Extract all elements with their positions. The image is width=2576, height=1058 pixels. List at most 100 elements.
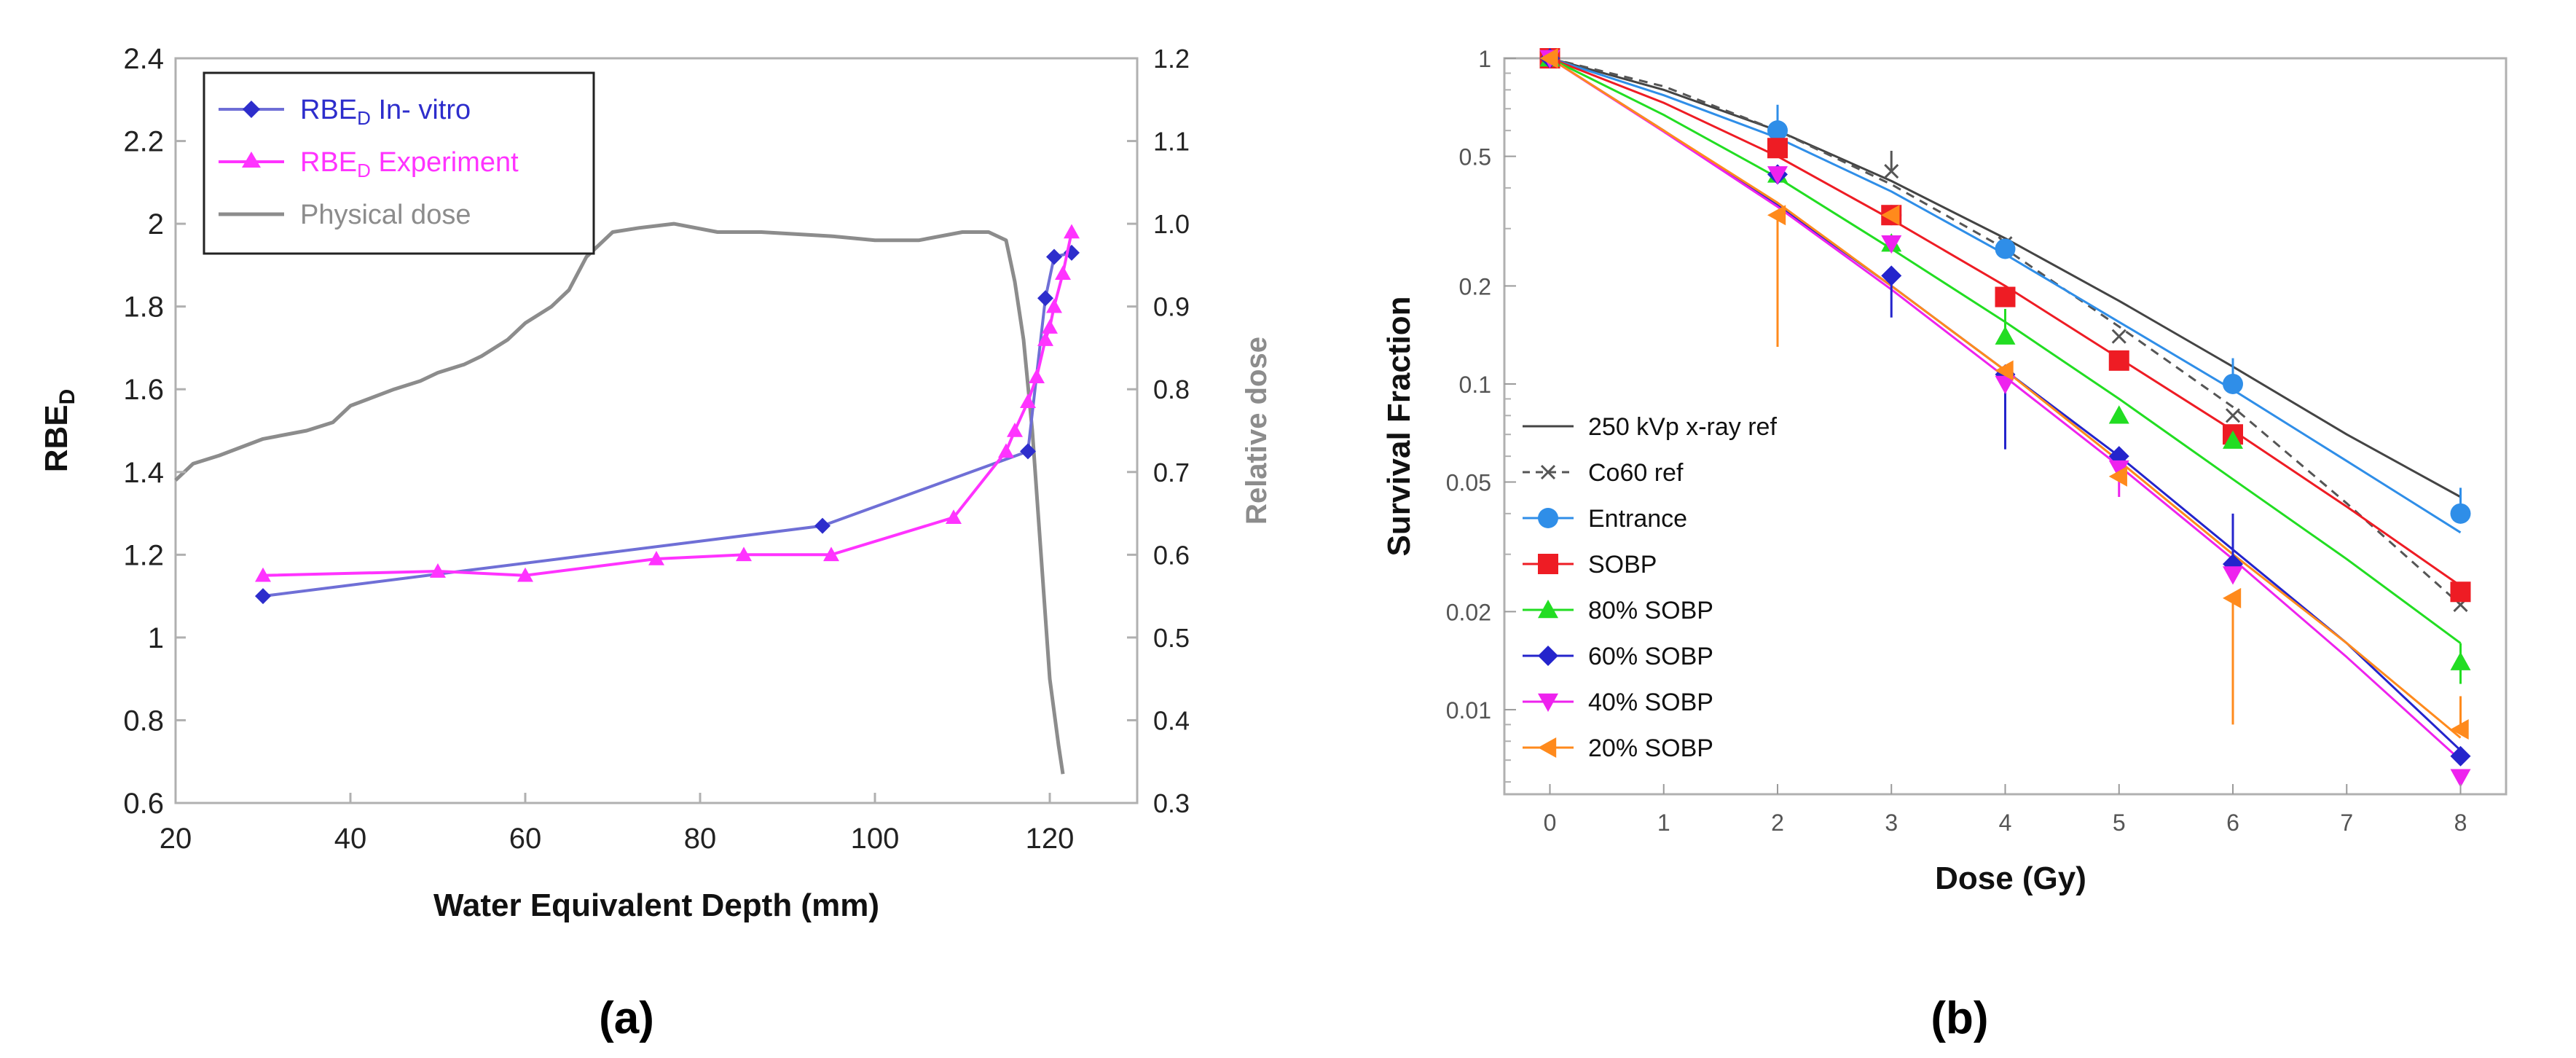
data-point-entrance [2450, 503, 2471, 524]
panel-a-y2-tick-label: 0.8 [1153, 375, 1190, 404]
data-point-p60 [2450, 745, 2471, 767]
panel-a-y2-tick-label: 1.1 [1153, 127, 1190, 157]
panel-b-legend: 250 kVp x-ray ref Co60 ref Entrance SOBP 80%… [1523, 413, 1777, 762]
panel-b-y-tick-label: 0.05 [1446, 470, 1491, 496]
legend-marker-p40 [1538, 693, 1558, 712]
panel-a-ylabel: RBED [39, 389, 79, 473]
panel-a-x-tick-label: 100 [851, 823, 900, 855]
legend-entry-physical: Physical dose [219, 200, 471, 230]
panel-a-y2-tick-label: 1.2 [1153, 44, 1190, 74]
data-point-experiment [1055, 265, 1071, 281]
data-point-experiment [1020, 393, 1036, 409]
legend-marker-p60 [1538, 646, 1558, 666]
panel-a-y-tick-label: 1.2 [123, 539, 164, 571]
data-point-experiment [736, 546, 752, 562]
data-point-sobp [1767, 138, 1788, 159]
panel-b-x-tick-label: 2 [1771, 810, 1784, 836]
panel-b-x-tick-label: 1 [1657, 810, 1670, 836]
panel-a-y-tick-label: 2.2 [123, 126, 164, 158]
data-point-p40 [2108, 460, 2129, 479]
panel-a-legend: RBED In- vitro RBED Experiment Physical … [203, 71, 595, 255]
legend-entry-p80: 80% SOBP [1523, 597, 1713, 624]
panel-a-y2-tick-label: 1.0 [1153, 209, 1190, 239]
data-point-experiment [648, 551, 664, 565]
legend-marker-sobp [1538, 554, 1558, 574]
panel-b-y-tick-label: 0.2 [1459, 273, 1491, 299]
panel-b-x-tick-label: 8 [2454, 810, 2467, 836]
data-point-experiment [1029, 369, 1045, 383]
panel-a-y-tick-label: 2 [148, 208, 164, 240]
data-point-co60 [1884, 163, 1899, 179]
panel-a-ylabel-sub: D [55, 389, 79, 405]
panel-a-chart: 20 40 60 80 100 120 0.6 0.8 1 1.2 1.4 1.6 1.8 2 2.2 2.… [39, 43, 1273, 1043]
legend-marker-entrance [1538, 508, 1558, 528]
data-point-entrance [2223, 373, 2243, 394]
data-point-p60 [1881, 265, 1902, 286]
panel-b-y-tick-label: 0.01 [1446, 697, 1491, 724]
legend-marker-invitro [243, 101, 260, 118]
legend-entry-sobp: SOBP [1523, 551, 1657, 579]
panel-a-plot-frame [174, 57, 1139, 804]
legend-entry-experiment: RBED Experiment [219, 147, 519, 181]
panel-a-xlabel: Water Equivalent Depth (mm) [433, 887, 879, 923]
legend-marker-p20 [1538, 737, 1557, 758]
data-point-p40 [1995, 375, 2016, 394]
data-point-p20 [2223, 587, 2242, 608]
panel-a-y-tick-label: 1.6 [123, 374, 164, 406]
data-point-p20 [1881, 205, 1900, 226]
fit-curve-x250 [1550, 57, 2462, 498]
data-point-p40 [1767, 166, 1788, 185]
panel-a-y2label: Relative dose [1241, 337, 1273, 525]
legend-label-experiment-rest: Experiment [371, 147, 519, 178]
panel-a-y2-tick-label: 0.7 [1153, 458, 1190, 487]
panel-b-y-tick-label: 1 [1478, 46, 1491, 72]
data-point-experiment [1064, 224, 1080, 239]
data-point-sobp [2450, 581, 2471, 603]
panel-a-y-tick-label: 2.4 [123, 43, 164, 75]
panel-b-x-tick-label: 4 [1999, 810, 2012, 836]
legend-marker-p80 [1538, 600, 1558, 619]
legend-label-experiment-main: RBE [300, 147, 357, 178]
panel-a-x-tick-label: 40 [334, 823, 367, 855]
panel-b-y-tick-label: 0.5 [1459, 144, 1491, 171]
legend-label-p20: 20% SOBP [1588, 734, 1713, 762]
legend-entry-entrance: Entrance [1523, 505, 1687, 533]
panel-a-x-tick-label: 60 [509, 823, 542, 855]
data-point-p20 [2108, 466, 2127, 487]
legend-label-experiment-sub: D [357, 160, 371, 181]
data-point-experiment [823, 546, 839, 562]
data-point-p40 [2450, 769, 2471, 788]
data-point-experiment [255, 567, 271, 582]
series-line-experiment [262, 232, 1073, 577]
panel-a-y2-tick-label: 0.3 [1153, 788, 1190, 818]
data-point-p20 [1539, 48, 1558, 68]
data-point-entrance [1767, 120, 1788, 141]
data-point-p80 [2108, 405, 2129, 424]
panel-b-x-tick-label: 0 [1544, 810, 1557, 836]
data-point-experiment [1007, 423, 1023, 437]
panel-a-x-tick-label: 80 [684, 823, 717, 855]
panel-a-y-tick-label: 1 [148, 622, 164, 654]
data-point-invitro [814, 517, 830, 534]
panel-a-label: (a) [599, 993, 654, 1043]
panel-b-label: (b) [1931, 993, 1988, 1043]
data-point-invitro [1046, 248, 1062, 265]
series-line-physical [174, 222, 1065, 775]
legend-entry-x250: 250 kVp x-ray ref [1523, 413, 1777, 441]
panel-b-xlabel: Dose (Gy) [1935, 861, 2086, 896]
legend-label-co60: Co60 ref [1588, 459, 1684, 487]
panel-b-x-tick-label: 5 [2113, 810, 2126, 836]
panel-b-x-tick-label: 3 [1885, 810, 1898, 836]
data-point-p80 [2223, 430, 2243, 449]
panel-a-y-tick-label: 0.8 [123, 705, 164, 737]
legend-label-entrance: Entrance [1588, 505, 1687, 533]
data-point-entrance [1995, 238, 2016, 259]
data-point-co60 [2225, 408, 2241, 423]
data-point-experiment [998, 443, 1014, 458]
legend-label-invitro-sub: D [357, 107, 371, 129]
panel-a-y2-tick-label: 0.4 [1153, 705, 1190, 735]
legend-label-sobp: SOBP [1588, 551, 1657, 579]
panel-b-chart: 0 1 2 3 4 5 6 7 8 1 0.5 0.2 0.1 0.05 0.02 0.01 Dose (G… [1381, 46, 2508, 1043]
svg-text:RBED Experiment: RBED Experiment [300, 147, 519, 181]
